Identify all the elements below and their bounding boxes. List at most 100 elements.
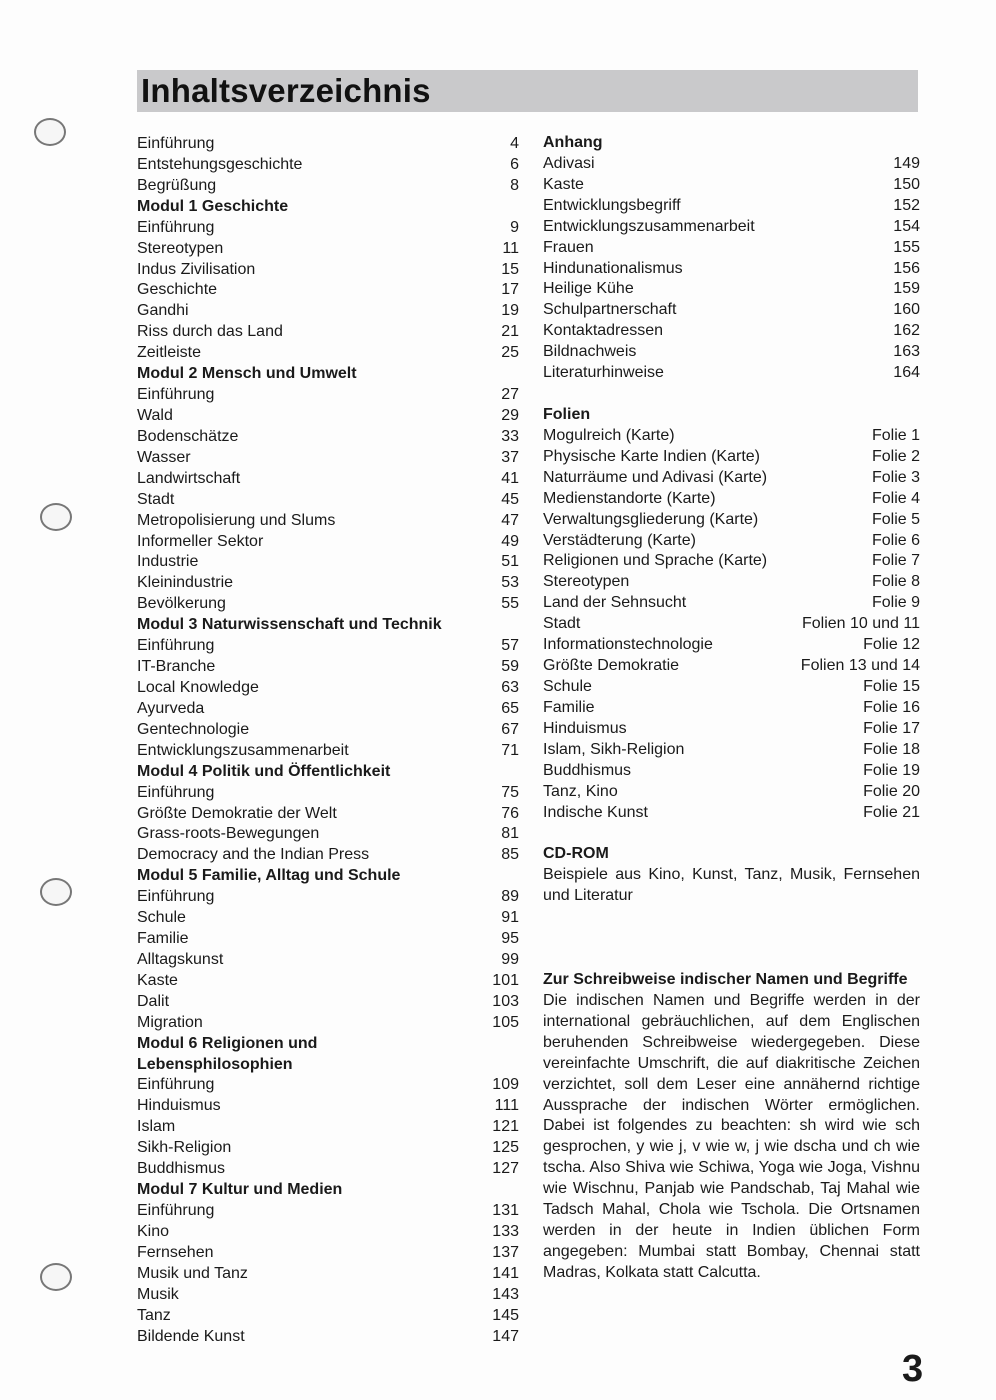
toc-entry: Stereotypen 11 bbox=[137, 239, 519, 260]
toc-entry-title: Einführung bbox=[137, 1076, 215, 1094]
toc-entry: Gandhi 19 bbox=[137, 301, 519, 322]
toc-entry-page: 164 bbox=[893, 364, 920, 382]
toc-section-heading: Modul 5 Familie, Alltag und Schule bbox=[137, 866, 519, 887]
toc-entry-title: Einführung bbox=[137, 1202, 215, 1220]
toc-entry: Indus Zivilisation 15 bbox=[137, 260, 519, 281]
toc-entry: Industrie 51 bbox=[137, 552, 519, 573]
toc-entry-page: 29 bbox=[501, 406, 519, 424]
toc-entry: Entwicklungsbegriff 152 bbox=[543, 196, 920, 217]
toc-entry-page: 101 bbox=[492, 971, 519, 989]
toc-entry-page: 160 bbox=[893, 301, 920, 319]
toc-entry-page: 99 bbox=[501, 950, 519, 968]
toc-entry: Naturräume und Adivasi (Karte) Folie 3 bbox=[543, 468, 920, 489]
toc-section-heading: Folien bbox=[543, 405, 920, 426]
toc-entry: Wasser 37 bbox=[137, 448, 519, 469]
toc-entry-page: 137 bbox=[492, 1243, 519, 1261]
toc-entry-title: Modul 2 Mensch und Umwelt bbox=[137, 365, 357, 383]
toc-entry: Verstädterung (Karte) Folie 6 bbox=[543, 531, 920, 552]
toc-entry-page: Folie 21 bbox=[863, 803, 920, 821]
toc-entry-title: Indische Kunst bbox=[543, 803, 648, 821]
toc-entry: Einführung 4 bbox=[137, 134, 519, 155]
toc-entry-title: Schule bbox=[543, 677, 592, 695]
toc-entry-title: Physische Karte Indien (Karte) bbox=[543, 447, 760, 465]
toc-entry-title: Kaste bbox=[137, 971, 178, 989]
toc-entry-title: Riss durch das Land bbox=[137, 323, 283, 341]
toc-entry: Schulpartnerschaft 160 bbox=[543, 300, 920, 321]
toc-entry: Stadt Folien 10 und 11 bbox=[543, 614, 920, 635]
toc-entry-title: Bevölkerung bbox=[137, 595, 226, 613]
toc-entry: Heilige Kühe 159 bbox=[543, 279, 920, 300]
toc-entry: Kino 133 bbox=[137, 1222, 519, 1243]
toc-entry-title: Einführung bbox=[137, 135, 215, 152]
toc-entry: Hinduismus Folie 17 bbox=[543, 719, 920, 740]
toc-entry: Physische Karte Indien (Karte) Folie 2 bbox=[543, 447, 920, 468]
toc-entry: Geschichte 17 bbox=[137, 280, 519, 301]
toc-entry-title: Ayurveda bbox=[137, 699, 205, 717]
toc-entry: Einführung 9 bbox=[137, 218, 519, 239]
toc-entry-page: 89 bbox=[501, 888, 519, 906]
toc-entry-page: 47 bbox=[501, 511, 519, 529]
toc-entry-title: Modul 4 Politik und Öffentlichkeit bbox=[137, 762, 391, 780]
toc-entry-title: Bildnachweis bbox=[543, 343, 637, 361]
toc-entry-page: Folie 7 bbox=[871, 552, 920, 570]
toc-entry-page: 59 bbox=[501, 658, 519, 676]
toc-entry: Buddhismus Folie 19 bbox=[543, 761, 920, 782]
toc-entry: Bildnachweis 163 bbox=[543, 342, 920, 363]
toc-entry-page: 17 bbox=[501, 281, 519, 299]
toc-section-heading: Modul 1 Geschichte bbox=[137, 197, 519, 218]
toc-entry-page: 25 bbox=[501, 344, 519, 362]
toc-entry-title: Bildende Kunst bbox=[137, 1327, 245, 1345]
toc-left-column: Einführung 4 Entstehungsgeschichte 6 Begrüßu… bbox=[137, 134, 519, 1347]
toc-entry-page: Folie 16 bbox=[863, 698, 920, 716]
binder-hole bbox=[40, 878, 72, 906]
toc-entry-page: 133 bbox=[492, 1222, 519, 1240]
toc-entry-page: 154 bbox=[893, 217, 920, 235]
toc-entry: Gentechnologie 67 bbox=[137, 720, 519, 741]
toc-entry-title: Sikh-Religion bbox=[137, 1139, 232, 1157]
toc-entry: Islam, Sikh-Religion Folie 18 bbox=[543, 740, 920, 761]
toc-entry: Hindunationalismus 156 bbox=[543, 259, 920, 280]
toc-entry-page: 91 bbox=[501, 909, 519, 927]
toc-entry: Migration 105 bbox=[137, 1013, 519, 1034]
toc-entry: Kaste 101 bbox=[137, 971, 519, 992]
toc-entry: Mogulreich (Karte) Folie 1 bbox=[543, 426, 920, 447]
toc-entry: Riss durch das Land 21 bbox=[137, 322, 519, 343]
toc-entry-title: Gentechnologie bbox=[137, 720, 250, 738]
toc-entry-title: Schulpartnerschaft bbox=[543, 301, 677, 319]
toc-entry-title: Adivasi bbox=[543, 154, 595, 172]
toc-entry-title: Informationstechnologie bbox=[543, 636, 713, 654]
toc-entry-title: Größte Demokratie der Welt bbox=[137, 804, 337, 822]
toc-entry: Adivasi 149 bbox=[543, 154, 920, 175]
toc-entry: Indische Kunst Folie 21 bbox=[543, 803, 920, 824]
toc-entry-page: Folie 18 bbox=[863, 740, 920, 758]
toc-entry: Größte Demokratie der Welt 76 bbox=[137, 804, 519, 825]
toc-entry-page: 15 bbox=[501, 260, 519, 278]
toc-entry-title: Religionen und Sprache (Karte) bbox=[543, 552, 768, 570]
toc-entry-title: Dalit bbox=[137, 992, 170, 1010]
toc-entry: Stadt 45 bbox=[137, 490, 519, 511]
toc-entry-page: 63 bbox=[501, 678, 519, 696]
toc-entry-title: Einführung bbox=[137, 888, 215, 906]
toc-entry: Religionen und Sprache (Karte) Folie 7 bbox=[543, 551, 920, 572]
note-heading: Zur Schreibweise indischer Namen und Beg… bbox=[543, 971, 908, 989]
toc-entry: Medienstandorte (Karte) Folie 4 bbox=[543, 489, 920, 510]
toc-entry-page: Folien 10 und 11 bbox=[801, 615, 920, 633]
toc-entry: Einführung 27 bbox=[137, 385, 519, 406]
toc-entry-title: Bodenschätze bbox=[137, 427, 239, 445]
toc-entry-page: 81 bbox=[501, 825, 519, 843]
toc-entry: Hinduismus 111 bbox=[137, 1096, 519, 1117]
toc-entry-title: Musik und Tanz bbox=[137, 1264, 248, 1282]
toc-entry: Fernsehen 137 bbox=[137, 1243, 519, 1264]
toc-entry-title: Alltagskunst bbox=[137, 950, 224, 968]
toc-entry: Schule 91 bbox=[137, 908, 519, 929]
toc-entry-title: Familie bbox=[137, 930, 189, 948]
toc-entry-page: 152 bbox=[893, 196, 920, 214]
toc-entry: Größte Demokratie Folien 13 und 14 bbox=[543, 656, 920, 677]
toc-entry-title: Wald bbox=[137, 406, 173, 424]
toc-entry-page: 141 bbox=[492, 1264, 519, 1282]
toc-entry: Alltagskunst 99 bbox=[137, 950, 519, 971]
toc-entry-title: Metropolisierung und Slums bbox=[137, 511, 336, 529]
page-number: 3 bbox=[902, 1348, 924, 1390]
toc-entry-title: Größte Demokratie bbox=[543, 657, 680, 675]
toc-entry-title: Entwicklungsbegriff bbox=[543, 196, 681, 214]
